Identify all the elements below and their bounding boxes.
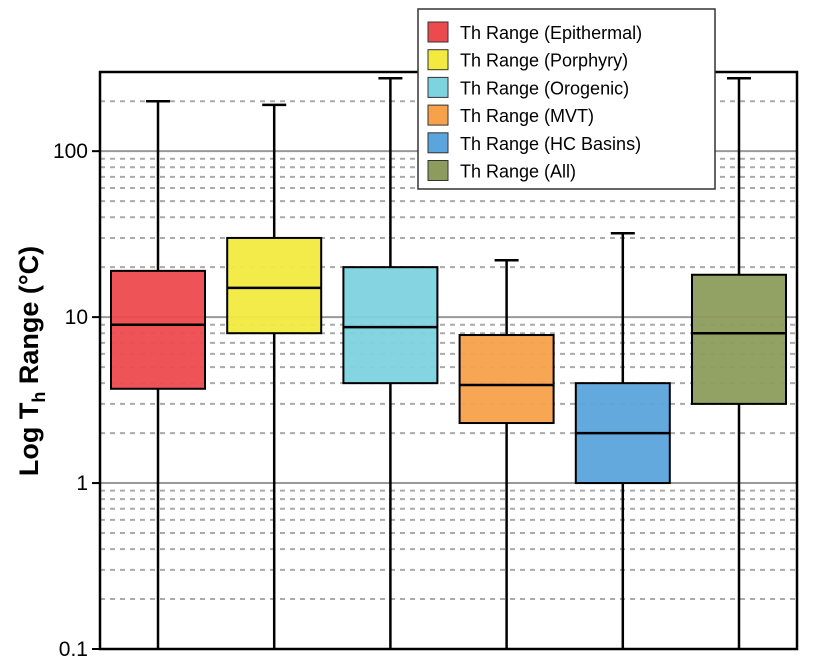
legend-label: Th Range (Epithermal) [460, 23, 642, 43]
box-iqr [226, 236, 323, 335]
y-tick-label: 100 [53, 140, 88, 163]
legend-label: Th Range (MVT) [460, 106, 594, 126]
box-2 [342, 77, 439, 649]
legend-swatch [427, 132, 449, 154]
box-3 [458, 259, 555, 649]
legend-swatch [427, 104, 449, 126]
legend-swatch [427, 76, 449, 98]
legend-label: Th Range (HC Basins) [460, 134, 641, 154]
legend-swatch [427, 49, 449, 71]
y-tick-label: 0.1 [59, 638, 88, 661]
y-axis-ticks: 0.1 1 10 100 [53, 140, 100, 661]
legend-swatch [427, 21, 449, 43]
legend-label: Th Range (All) [460, 162, 576, 182]
legend-swatch [427, 160, 449, 181]
legend-label: Th Range (Porphyry) [460, 51, 628, 71]
y-tick-label: 1 [76, 472, 88, 495]
y-tick-label: 10 [65, 306, 88, 329]
box-1 [226, 103, 323, 649]
box-iqr [691, 273, 787, 405]
box-5 [691, 77, 787, 649]
legend-box [417, 8, 716, 190]
legend: Th Range (Epithermal) Th Range (Porphyry)… [417, 8, 716, 190]
box-4 [574, 232, 671, 649]
boxes [110, 77, 787, 649]
y-axis-label: Log Th Range (°C) [14, 246, 49, 476]
legend-label: Th Range (Orogenic) [460, 78, 629, 98]
box-0 [110, 99, 206, 649]
box-iqr [110, 269, 206, 390]
box-iqr [458, 334, 555, 425]
box-iqr [342, 266, 439, 385]
